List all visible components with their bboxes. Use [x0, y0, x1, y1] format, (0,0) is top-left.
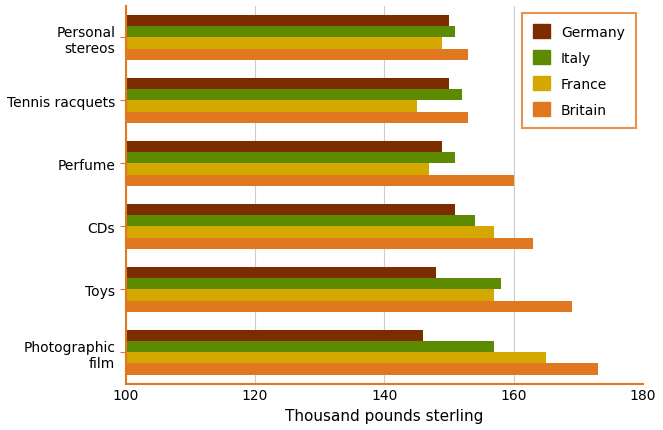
Bar: [0, 112, 468, 124]
Bar: [0, 101, 416, 112]
Bar: [0, 16, 449, 27]
Bar: [0, 38, 442, 49]
Bar: [0, 175, 514, 187]
Bar: [0, 278, 501, 289]
Bar: [0, 301, 572, 312]
Bar: [0, 90, 462, 101]
Bar: [0, 153, 455, 164]
Bar: [0, 267, 436, 278]
Bar: [0, 79, 449, 90]
Bar: [0, 215, 475, 227]
Bar: [0, 164, 430, 175]
Bar: [0, 204, 455, 215]
Bar: [0, 227, 494, 238]
Bar: [0, 352, 546, 364]
Bar: [0, 289, 494, 301]
X-axis label: Thousand pounds sterling: Thousand pounds sterling: [285, 408, 483, 423]
Bar: [0, 364, 597, 375]
Legend: Germany, Italy, France, Britain: Germany, Italy, France, Britain: [522, 14, 636, 129]
Bar: [0, 27, 455, 38]
Bar: [0, 238, 533, 249]
Bar: [0, 330, 423, 341]
Bar: [0, 341, 494, 352]
Bar: [0, 49, 468, 61]
Bar: [0, 141, 442, 153]
